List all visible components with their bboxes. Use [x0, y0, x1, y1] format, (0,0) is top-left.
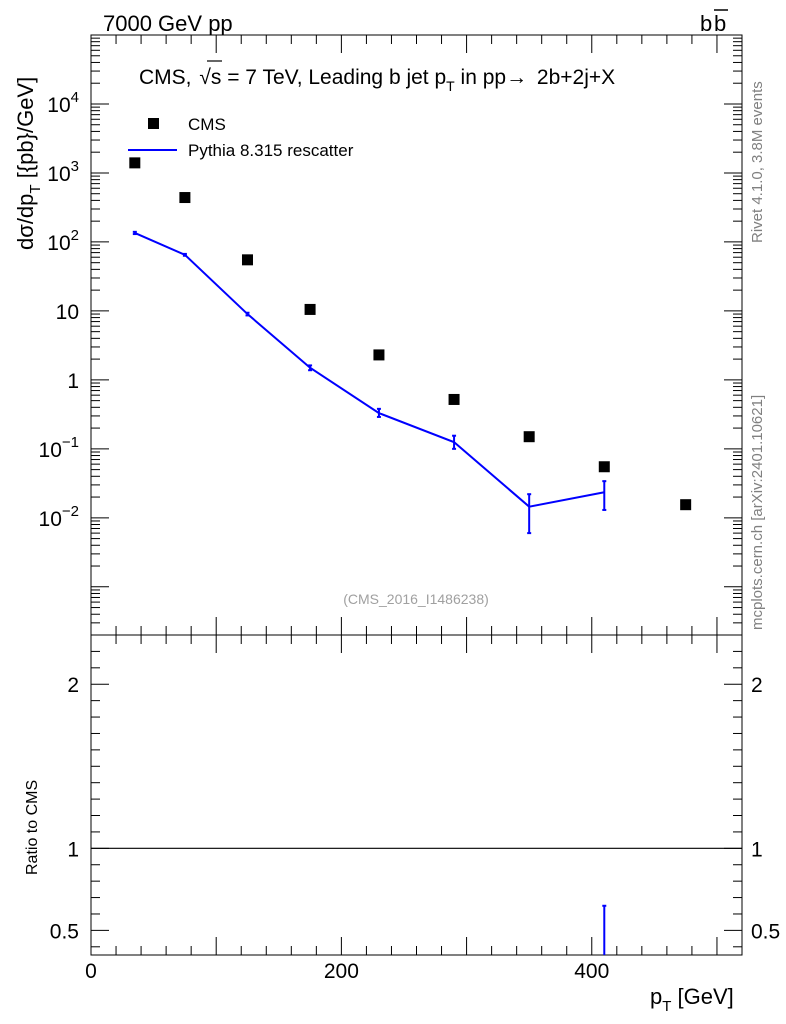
analysis-id-watermark: (CMS_2016_I1486238) [343, 591, 489, 607]
header-process-label: b b [700, 9, 728, 36]
cms-data-point [448, 393, 460, 405]
cms-data-point [373, 349, 385, 361]
header-process-bbar: b [714, 11, 726, 36]
ratio-y-axis-label: Ratio to CMS [24, 780, 41, 875]
y-tick-label: 10 [56, 301, 79, 324]
x-tick-label: 400 [574, 960, 609, 983]
series-cms [129, 157, 692, 511]
y-tick-label: 10−2 [39, 503, 79, 531]
ratio-tick-label-left: 1 [67, 838, 79, 861]
y-tick-label: 1 [67, 370, 79, 393]
header-energy-label: 7000 GeV pp [103, 11, 233, 36]
pythia-line [134, 232, 605, 508]
cms-data-point [179, 192, 191, 204]
cms-data-point [241, 254, 253, 266]
series-pythia [132, 230, 607, 535]
ratio-tick-labels: 0.5 0.5 1 1 2 2 [50, 674, 780, 943]
ratio-tick-label-right: 2 [751, 674, 763, 697]
x-tick-label: 0 [85, 960, 97, 983]
x-axis-tick-labels: 0 200 400 [85, 960, 609, 983]
rivet-version-label: Rivet 4.1.0, 3.8M events [749, 81, 766, 243]
header-process-b: b [700, 11, 712, 36]
legend-label-pythia: Pythia 8.315 rescatter [188, 141, 354, 160]
cms-data-point [129, 157, 141, 169]
ratio-axis-ticks [91, 650, 742, 948]
ratio-tick-label-right: 0.5 [751, 920, 780, 943]
y-tick-label: 104 [47, 89, 79, 117]
ratio-plot-frame [90, 634, 743, 956]
main-axis-ticks [91, 37, 742, 636]
legend-marker-cms [148, 118, 159, 129]
ratio-tick-label-right: 1 [751, 838, 763, 861]
x-axis-ticks [90, 35, 743, 955]
y-axis-tick-labels: 10−2 10−1 1 10 102 103 104 [39, 89, 79, 531]
x-tick-label: 200 [324, 960, 359, 983]
chart-title: CMS, √s = 7 TeV, Leading b jet pT in pp→… [139, 66, 615, 94]
mcplots-label: mcplots.cern.ch [arXiv:2401.10621] [749, 395, 766, 630]
x-axis-label: pT [GeV] [650, 984, 734, 1015]
y-tick-label: 102 [47, 227, 79, 255]
legend-label-cms: CMS [188, 115, 226, 134]
y-tick-label: 103 [47, 158, 79, 186]
cms-data-point [598, 461, 610, 473]
cms-data-point [523, 431, 535, 443]
cms-data-point [304, 303, 316, 315]
cms-data-point [680, 499, 692, 511]
ratio-series [602, 904, 607, 955]
ratio-tick-label-left: 2 [67, 674, 79, 697]
y-axis-label: dσ/dpT [{pb}/GeV] [13, 77, 44, 250]
y-tick-label: 10−1 [39, 434, 79, 462]
ratio-tick-label-left: 0.5 [50, 920, 79, 943]
